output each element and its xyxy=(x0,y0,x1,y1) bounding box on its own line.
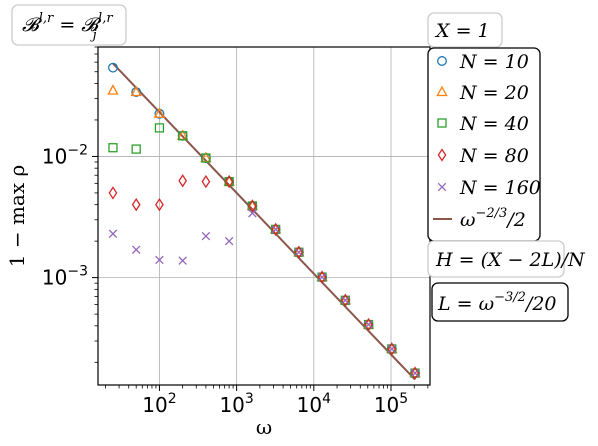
data-point xyxy=(131,197,141,212)
svg-text:X = 1: X = 1 xyxy=(434,20,490,42)
data-point xyxy=(224,236,234,246)
y-tick-label: 10−2 xyxy=(42,142,88,168)
legend-label: ω−2/3/2 xyxy=(460,206,526,231)
data-point xyxy=(108,229,118,239)
x-tick-label: 103 xyxy=(219,391,253,417)
data-point xyxy=(130,85,142,97)
data-point xyxy=(108,143,118,153)
data-point xyxy=(201,153,211,163)
annotation-h: H = (X − 2L)/N xyxy=(427,240,586,278)
data-point xyxy=(364,320,373,329)
legend-marker xyxy=(437,118,447,128)
legend-label: N = 160 xyxy=(459,177,541,199)
legend-entry: N = 80 xyxy=(437,145,529,167)
legend-entry: N = 20 xyxy=(436,82,529,104)
data-point xyxy=(201,174,211,189)
data-point xyxy=(154,123,165,133)
data-point xyxy=(107,84,119,95)
legend-label: N = 40 xyxy=(459,113,529,135)
data-point xyxy=(153,107,166,118)
legend-marker xyxy=(437,182,447,192)
plot-area xyxy=(97,46,431,386)
data-point xyxy=(178,131,188,141)
data-point xyxy=(224,174,234,189)
x-axis-label: ω xyxy=(256,415,272,439)
annotation-top-left: 𝓑l,r = 𝓑l,r j xyxy=(11,4,127,46)
y-tick-label: 10−3 xyxy=(42,264,88,290)
legend-entry: N = 10 xyxy=(437,51,529,73)
x-tick-label: 102 xyxy=(142,391,176,417)
grid-lines xyxy=(98,47,430,385)
series-2 xyxy=(108,123,420,378)
data-point xyxy=(410,368,420,378)
data-point xyxy=(248,208,257,218)
data-point xyxy=(178,174,188,188)
legend-label: N = 20 xyxy=(459,82,529,104)
data-point xyxy=(155,255,164,265)
data-point xyxy=(387,344,397,354)
annotation-l: L = ω−3/2/20 xyxy=(431,282,569,322)
data-point xyxy=(294,247,304,257)
legend-label: N = 80 xyxy=(459,145,529,167)
legend: N = 10 N = 20 N = 40 N = 80 N = 160 ω−2/3/2 xyxy=(427,47,541,242)
data-point xyxy=(155,197,164,212)
legend-marker xyxy=(437,148,447,162)
y-axis-label: 1 − max ρ xyxy=(5,165,29,267)
data-point xyxy=(248,199,257,213)
legend-entry: ω−2/3/2 xyxy=(433,206,526,231)
data-point xyxy=(131,245,141,254)
annotation-x: X = 1 xyxy=(427,12,503,48)
data-point xyxy=(271,225,280,234)
data-point xyxy=(341,296,350,305)
data-point xyxy=(178,256,187,265)
data-point xyxy=(201,231,211,241)
data-series xyxy=(107,62,421,381)
legend-entry: N = 160 xyxy=(437,177,541,199)
legend-label: N = 10 xyxy=(459,51,529,73)
legend-marker xyxy=(437,56,447,66)
svg-text:H = (X − 2L)/N: H = (X − 2L)/N xyxy=(435,249,586,271)
axis-ticks: 102 103 104 105 10−2 10−3 xyxy=(42,46,429,417)
data-point xyxy=(108,186,118,200)
x-tick-label: 104 xyxy=(297,391,331,417)
series-4 xyxy=(108,208,420,378)
x-tick-label: 105 xyxy=(374,391,408,417)
legend-entry: N = 40 xyxy=(437,113,529,135)
series-3 xyxy=(108,174,420,380)
data-point xyxy=(131,144,141,154)
svg-text:L = ω−3/2/20: L = ω−3/2/20 xyxy=(437,290,557,315)
legend-marker xyxy=(436,85,448,97)
data-point xyxy=(108,62,118,73)
data-point xyxy=(317,272,327,282)
